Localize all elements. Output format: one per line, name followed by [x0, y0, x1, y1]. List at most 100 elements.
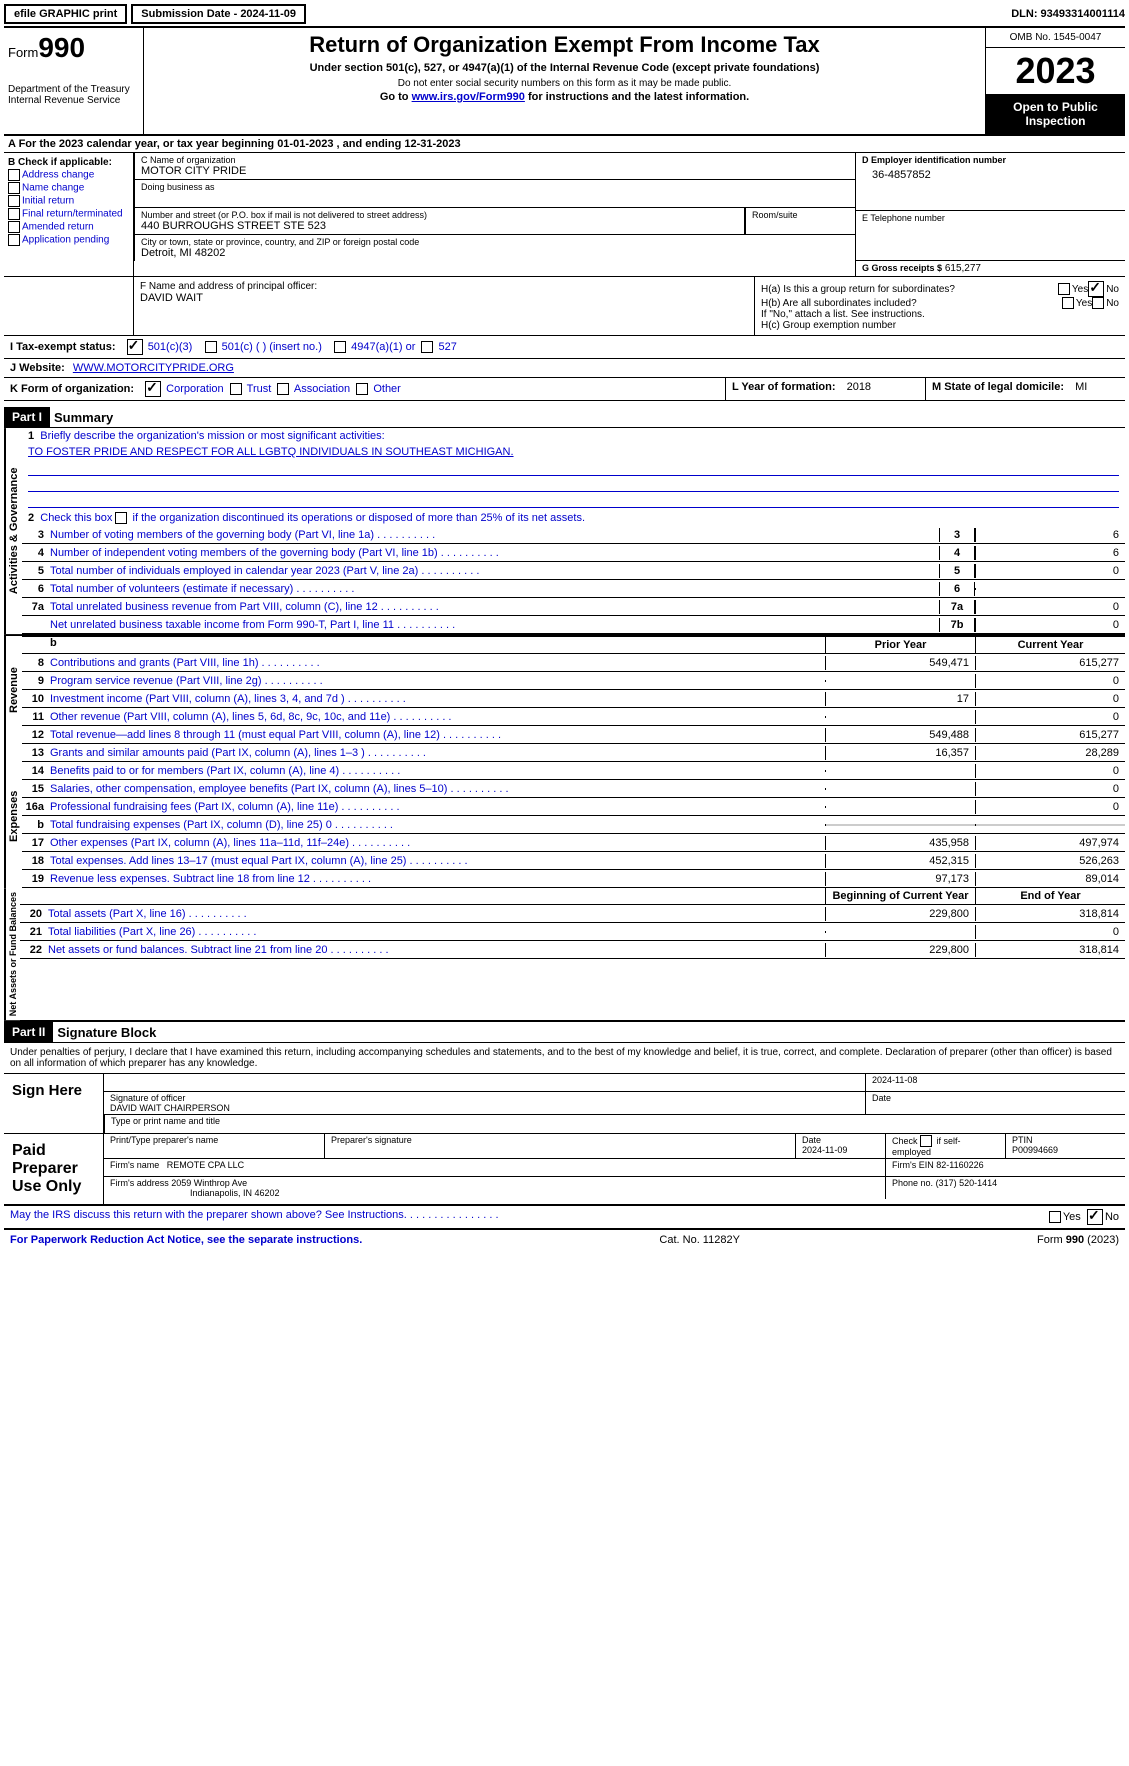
summary-row: b Total fundraising expenses (Part IX, c…: [22, 816, 1125, 834]
page-footer: For Paperwork Reduction Act Notice, see …: [4, 1230, 1125, 1250]
gross-receipts: 615,277: [945, 263, 981, 274]
box-de: D Employer identification number36-48578…: [855, 153, 1125, 276]
box-h: H(a) Is this a group return for subordin…: [755, 277, 1125, 335]
summary-row: 22 Net assets or fund balances. Subtract…: [20, 941, 1125, 959]
cb-address-change[interactable]: Address change: [8, 169, 129, 181]
cb-501c3[interactable]: [127, 339, 143, 355]
summary-row: 20 Total assets (Part X, line 16) 229,80…: [20, 905, 1125, 923]
ein: 36-4857852: [862, 165, 1119, 181]
summary-row: 4 Number of independent voting members o…: [22, 544, 1125, 562]
summary-row: 8 Contributions and grants (Part VIII, l…: [22, 654, 1125, 672]
section-bcd: B Check if applicable: Address change Na…: [4, 153, 1125, 277]
officer-signature: DAVID WAIT CHAIRPERSON: [110, 1103, 859, 1113]
form-number: 990: [38, 32, 85, 63]
ptin: P00994669: [1012, 1145, 1119, 1155]
cb-527[interactable]: [421, 341, 433, 353]
summary-row: 15 Salaries, other compensation, employe…: [22, 780, 1125, 798]
omb-number: OMB No. 1545-0047: [986, 28, 1125, 48]
summary-revenue: Revenue b Prior Year Current Year 8 Cont…: [4, 636, 1125, 744]
box-b: B Check if applicable: Address change Na…: [4, 153, 134, 276]
part-i-header: Part I: [4, 407, 50, 427]
website-link[interactable]: WWW.MOTORCITYPRIDE.ORG: [73, 362, 234, 374]
cb-amended[interactable]: Amended return: [8, 221, 129, 233]
hdr-current-year: Current Year: [975, 637, 1125, 653]
summary-row: 12 Total revenue—add lines 8 through 11 …: [22, 726, 1125, 744]
section-ijk: I Tax-exempt status: 501(c)(3) 501(c) ( …: [4, 336, 1125, 401]
org-name: MOTOR CITY PRIDE: [141, 165, 849, 177]
org-address: 440 BURROUGHS STREET STE 523: [141, 220, 738, 232]
side-netassets: Net Assets or Fund Balances: [4, 888, 20, 1020]
open-public-badge: Open to Public Inspection: [986, 94, 1125, 134]
dln: DLN: 93493314001114: [1011, 8, 1125, 20]
efile-button[interactable]: efile GRAPHIC print: [4, 4, 127, 24]
cb-corp[interactable]: [145, 381, 161, 397]
box-f: F Name and address of principal officer:…: [134, 277, 755, 335]
hdr-end-year: End of Year: [975, 888, 1125, 904]
firm-addr1: 2059 Winthrop Ave: [171, 1178, 247, 1188]
cb-name-change[interactable]: Name change: [8, 182, 129, 194]
summary-row: 3 Number of voting members of the govern…: [22, 526, 1125, 544]
penalty-text: Under penalties of perjury, I declare th…: [4, 1043, 1125, 1074]
part-ii-title: Signature Block: [57, 1025, 156, 1040]
summary-row: Net unrelated business taxable income fr…: [22, 616, 1125, 634]
firm-addr2: Indianapolis, IN 46202: [110, 1188, 280, 1198]
summary-row: 21 Total liabilities (Part X, line 26) 0: [20, 923, 1125, 941]
firm-ein: 82-1160226: [936, 1160, 983, 1170]
form-header: Form990 Department of the Treasury Inter…: [4, 28, 1125, 136]
may-irs-row: May the IRS discuss this return with the…: [4, 1205, 1125, 1230]
part-ii-header: Part II: [4, 1022, 53, 1042]
cb-trust[interactable]: [230, 383, 242, 395]
form-title: Return of Organization Exempt From Incom…: [148, 32, 981, 58]
year-formation: 2018: [847, 381, 871, 393]
summary-row: 7a Total unrelated business revenue from…: [22, 598, 1125, 616]
summary-row: 19 Revenue less expenses. Subtract line …: [22, 870, 1125, 888]
cb-initial-return[interactable]: Initial return: [8, 195, 129, 207]
dept-treasury: Department of the Treasury Internal Reve…: [8, 84, 139, 106]
summary-row: 5 Total number of individuals employed i…: [22, 562, 1125, 580]
summary-governance: Activities & Governance 1 Briefly descri…: [4, 428, 1125, 636]
state-domicile: MI: [1075, 381, 1087, 393]
box-c: C Name of organizationMOTOR CITY PRIDE D…: [134, 153, 855, 276]
sign-here-row: Sign Here 2024-11-08 Signature of office…: [4, 1074, 1125, 1134]
side-revenue: Revenue: [4, 636, 22, 744]
mission-text: TO FOSTER PRIDE AND RESPECT FOR ALL LGBT…: [22, 444, 1125, 460]
firm-name: REMOTE CPA LLC: [167, 1160, 244, 1170]
cb-app-pending[interactable]: Application pending: [8, 234, 129, 246]
summary-netassets: Net Assets or Fund Balances Beginning of…: [4, 888, 1125, 1022]
hdr-prior-year: Prior Year: [825, 637, 975, 653]
org-city: Detroit, MI 48202: [141, 247, 849, 259]
summary-row: 6 Total number of volunteers (estimate i…: [22, 580, 1125, 598]
summary-row: 14 Benefits paid to or for members (Part…: [22, 762, 1125, 780]
submission-date: Submission Date - 2024-11-09: [131, 4, 306, 24]
cat-number: Cat. No. 11282Y: [659, 1234, 740, 1246]
tax-year: 2023: [986, 48, 1125, 94]
irs-link[interactable]: www.irs.gov/Form990: [412, 91, 525, 103]
summary-row: 13 Grants and similar amounts paid (Part…: [22, 744, 1125, 762]
summary-row: 10 Investment income (Part VIII, column …: [22, 690, 1125, 708]
summary-row: 16a Professional fundraising fees (Part …: [22, 798, 1125, 816]
line-a: A For the 2023 calendar year, or tax yea…: [4, 136, 1125, 153]
cb-final-return[interactable]: Final return/terminated: [8, 208, 129, 220]
cb-other[interactable]: [356, 383, 368, 395]
side-governance: Activities & Governance: [4, 428, 22, 634]
side-expenses: Expenses: [4, 744, 22, 888]
cb-assoc[interactable]: [277, 383, 289, 395]
summary-row: 17 Other expenses (Part IX, column (A), …: [22, 834, 1125, 852]
part-i-title: Summary: [54, 410, 113, 425]
form-prefix: Form: [8, 45, 38, 60]
summary-expenses: Expenses 13 Grants and similar amounts p…: [4, 744, 1125, 888]
goto-line: Go to www.irs.gov/Form990 for instructio…: [148, 91, 981, 103]
firm-phone: (317) 520-1414: [936, 1178, 998, 1188]
form-subtitle: Under section 501(c), 527, or 4947(a)(1)…: [148, 62, 981, 74]
form-footer: Form 990 (2023): [1037, 1234, 1119, 1246]
principal-officer: DAVID WAIT: [140, 292, 748, 304]
top-bar: efile GRAPHIC print Submission Date - 20…: [4, 4, 1125, 28]
cb-501c[interactable]: [205, 341, 217, 353]
summary-row: 18 Total expenses. Add lines 13–17 (must…: [22, 852, 1125, 870]
hdr-begin-year: Beginning of Current Year: [825, 888, 975, 904]
ssn-warning: Do not enter social security numbers on …: [148, 78, 981, 89]
cb-4947[interactable]: [334, 341, 346, 353]
paid-preparer-row: Paid Preparer Use Only Print/Type prepar…: [4, 1134, 1125, 1205]
summary-row: 9 Program service revenue (Part VIII, li…: [22, 672, 1125, 690]
summary-row: 11 Other revenue (Part VIII, column (A),…: [22, 708, 1125, 726]
